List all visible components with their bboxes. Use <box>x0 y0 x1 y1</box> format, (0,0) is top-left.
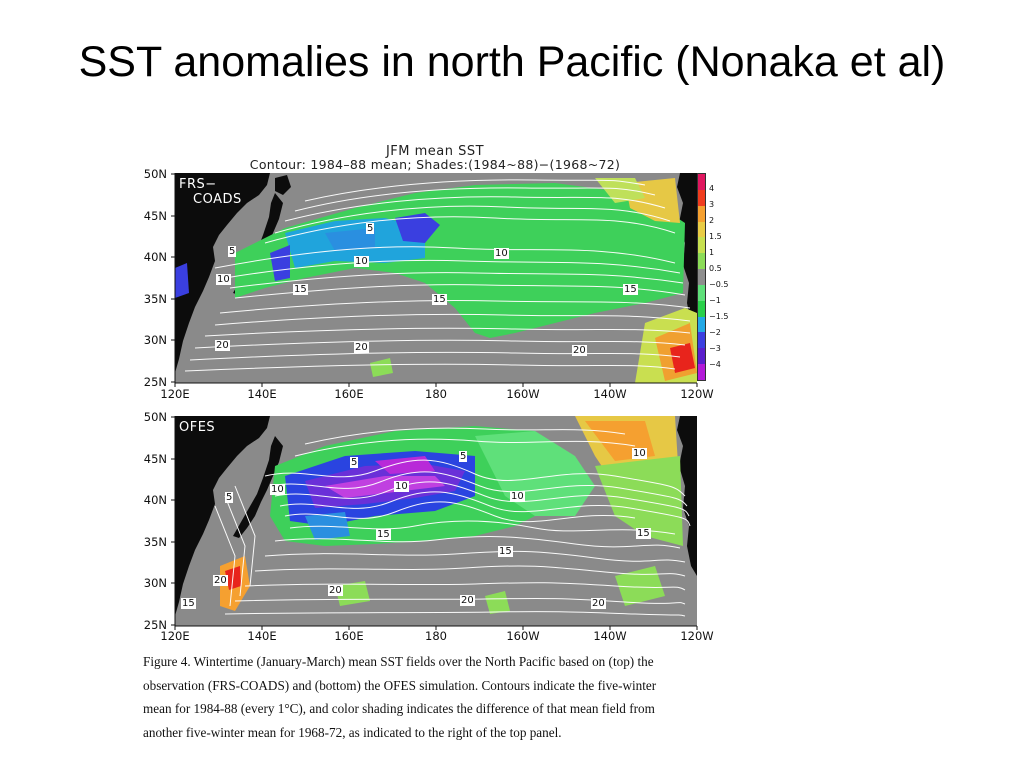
north-america-land <box>677 416 697 576</box>
figure-caption: Figure 4. Wintertime (January-March) mea… <box>143 650 783 744</box>
top-contour-label: 15 <box>623 284 638 295</box>
colorbar-label: −3 <box>709 344 721 353</box>
bottom-lon-tick: 160E <box>334 629 364 643</box>
top-lon-tick: 180 <box>425 387 447 401</box>
colorbar-label: 1 <box>709 248 715 257</box>
bottom-contour-label: 10 <box>394 481 409 492</box>
colorbar-label: 0.5 <box>709 264 722 273</box>
japan-land <box>233 436 283 538</box>
top-lat-tick: 25N <box>143 375 167 389</box>
top-lon-tick: 160W <box>506 387 540 401</box>
bottom-contour-label: 20 <box>460 595 475 606</box>
slide-title: SST anomalies in north Pacific (Nonaka e… <box>78 38 946 86</box>
bottom-lon-tick: 180 <box>425 629 447 643</box>
top-lon-tick: 160E <box>334 387 364 401</box>
colorbar-label: −0.5 <box>709 280 729 289</box>
bottom-lon-tick: 160W <box>506 629 540 643</box>
bottom-contour-label: 10 <box>510 491 525 502</box>
colorbar-swatch <box>698 284 705 301</box>
colorbar-label: −1.5 <box>709 312 729 321</box>
caption-line: another five-winter mean for 1968-72, as… <box>143 724 562 740</box>
bottom-contour-label: 15 <box>376 529 391 540</box>
colorbar-swatch <box>698 269 705 285</box>
top-contour-label: 5 <box>228 246 237 257</box>
bottom-contour-label: 20 <box>213 575 228 586</box>
asia-land <box>175 416 270 616</box>
top-lon-tick: 140W <box>593 387 627 401</box>
bottom-contour-label: 10 <box>270 484 285 495</box>
top-lat-tick: 40N <box>143 250 167 264</box>
bottom-lon-tick: 120E <box>160 629 190 643</box>
colorbar-swatch <box>698 332 705 349</box>
top-contour-label: 10 <box>494 248 509 259</box>
colorbar-swatch <box>698 253 705 270</box>
top-panel-label: FRS− <box>179 177 217 192</box>
top-contour-label: 15 <box>432 294 447 305</box>
bottom-map-panel <box>175 416 697 626</box>
top-lon-tick: 120E <box>160 387 190 401</box>
bottom-lat-tick: 45N <box>143 452 167 466</box>
colorbar-swatch <box>698 364 705 380</box>
bottom-lat-tick: 50N <box>143 410 167 424</box>
top-lat-tick: 35N <box>143 292 167 306</box>
bottom-lon-tick: 140E <box>247 629 277 643</box>
bottom-contour-label: 20 <box>591 598 606 609</box>
colorbar-swatch <box>698 316 705 333</box>
bottom-contour-label: 20 <box>328 585 343 596</box>
bottom-contour-label: 15 <box>181 598 196 609</box>
colorbar-label: −1 <box>709 296 721 305</box>
bottom-lon-tick: 140W <box>593 629 627 643</box>
top-lat-tick: 30N <box>143 333 167 347</box>
bottom-lat-tick: 25N <box>143 618 167 632</box>
bottom-contour-label: 5 <box>459 451 468 462</box>
bottom-lat-tick: 35N <box>143 535 167 549</box>
japan-land <box>233 193 283 295</box>
top-contour-label: 15 <box>293 284 308 295</box>
colorbar-swatch <box>698 174 705 190</box>
colorbar-label: −4 <box>709 360 721 369</box>
caption-line: mean for 1984-88 (every 1°C), and color … <box>143 701 655 716</box>
caption-line: Figure 4. Wintertime (January-March) mea… <box>143 654 654 669</box>
top-axes <box>171 173 698 387</box>
north-america-land <box>677 173 697 333</box>
top-lat-tick: 50N <box>143 167 167 181</box>
top-contour-label: 10 <box>216 274 231 285</box>
bottom-contour-label: 15 <box>498 546 513 557</box>
bottom-panel-label: OFES <box>179 420 216 435</box>
bottom-lat-tick: 30N <box>143 576 167 590</box>
top-panel-label: COADS <box>193 192 242 207</box>
bottom-contour-label: 5 <box>350 457 359 468</box>
bottom-lat-tick: 40N <box>143 493 167 507</box>
colorbar-label: 3 <box>709 200 715 209</box>
figure-subtitle: Contour: 1984–88 mean; Shades:(1984~88)−… <box>249 157 621 172</box>
top-contour-label: 10 <box>354 256 369 267</box>
colorbar-label: −2 <box>709 328 721 337</box>
asia-land <box>175 173 270 373</box>
bottom-contour-label: 5 <box>225 492 234 503</box>
colorbar-label: 1.5 <box>709 232 722 241</box>
bottom-axes <box>171 416 698 630</box>
figure-title: JFM mean SST <box>385 144 485 159</box>
top-contour-label: 20 <box>215 340 230 351</box>
top-lon-tick: 120W <box>680 387 714 401</box>
colorbar-label: 2 <box>709 216 715 225</box>
bottom-lon-tick: 120W <box>680 629 714 643</box>
colorbar-swatch <box>698 237 705 254</box>
top-lon-tick: 140E <box>247 387 277 401</box>
top-lat-tick: 45N <box>143 209 167 223</box>
colorbar-label: 4 <box>709 184 715 193</box>
top-map-panel <box>175 173 697 383</box>
top-contour-label: 20 <box>354 342 369 353</box>
colorbar-swatch <box>698 300 705 317</box>
colorbar-swatch <box>698 205 705 222</box>
top-contour-label: 5 <box>366 223 375 234</box>
bottom-contour-label: 15 <box>636 528 651 539</box>
colorbar-swatch <box>698 348 705 365</box>
caption-line: observation (FRS-COADS) and (bottom) the… <box>143 677 657 693</box>
top-contour-label: 20 <box>572 345 587 356</box>
colorbar-swatch <box>698 189 705 206</box>
bottom-contour-label: 10 <box>632 448 647 459</box>
colorbar-swatch <box>698 221 705 238</box>
colorbar <box>697 173 706 381</box>
